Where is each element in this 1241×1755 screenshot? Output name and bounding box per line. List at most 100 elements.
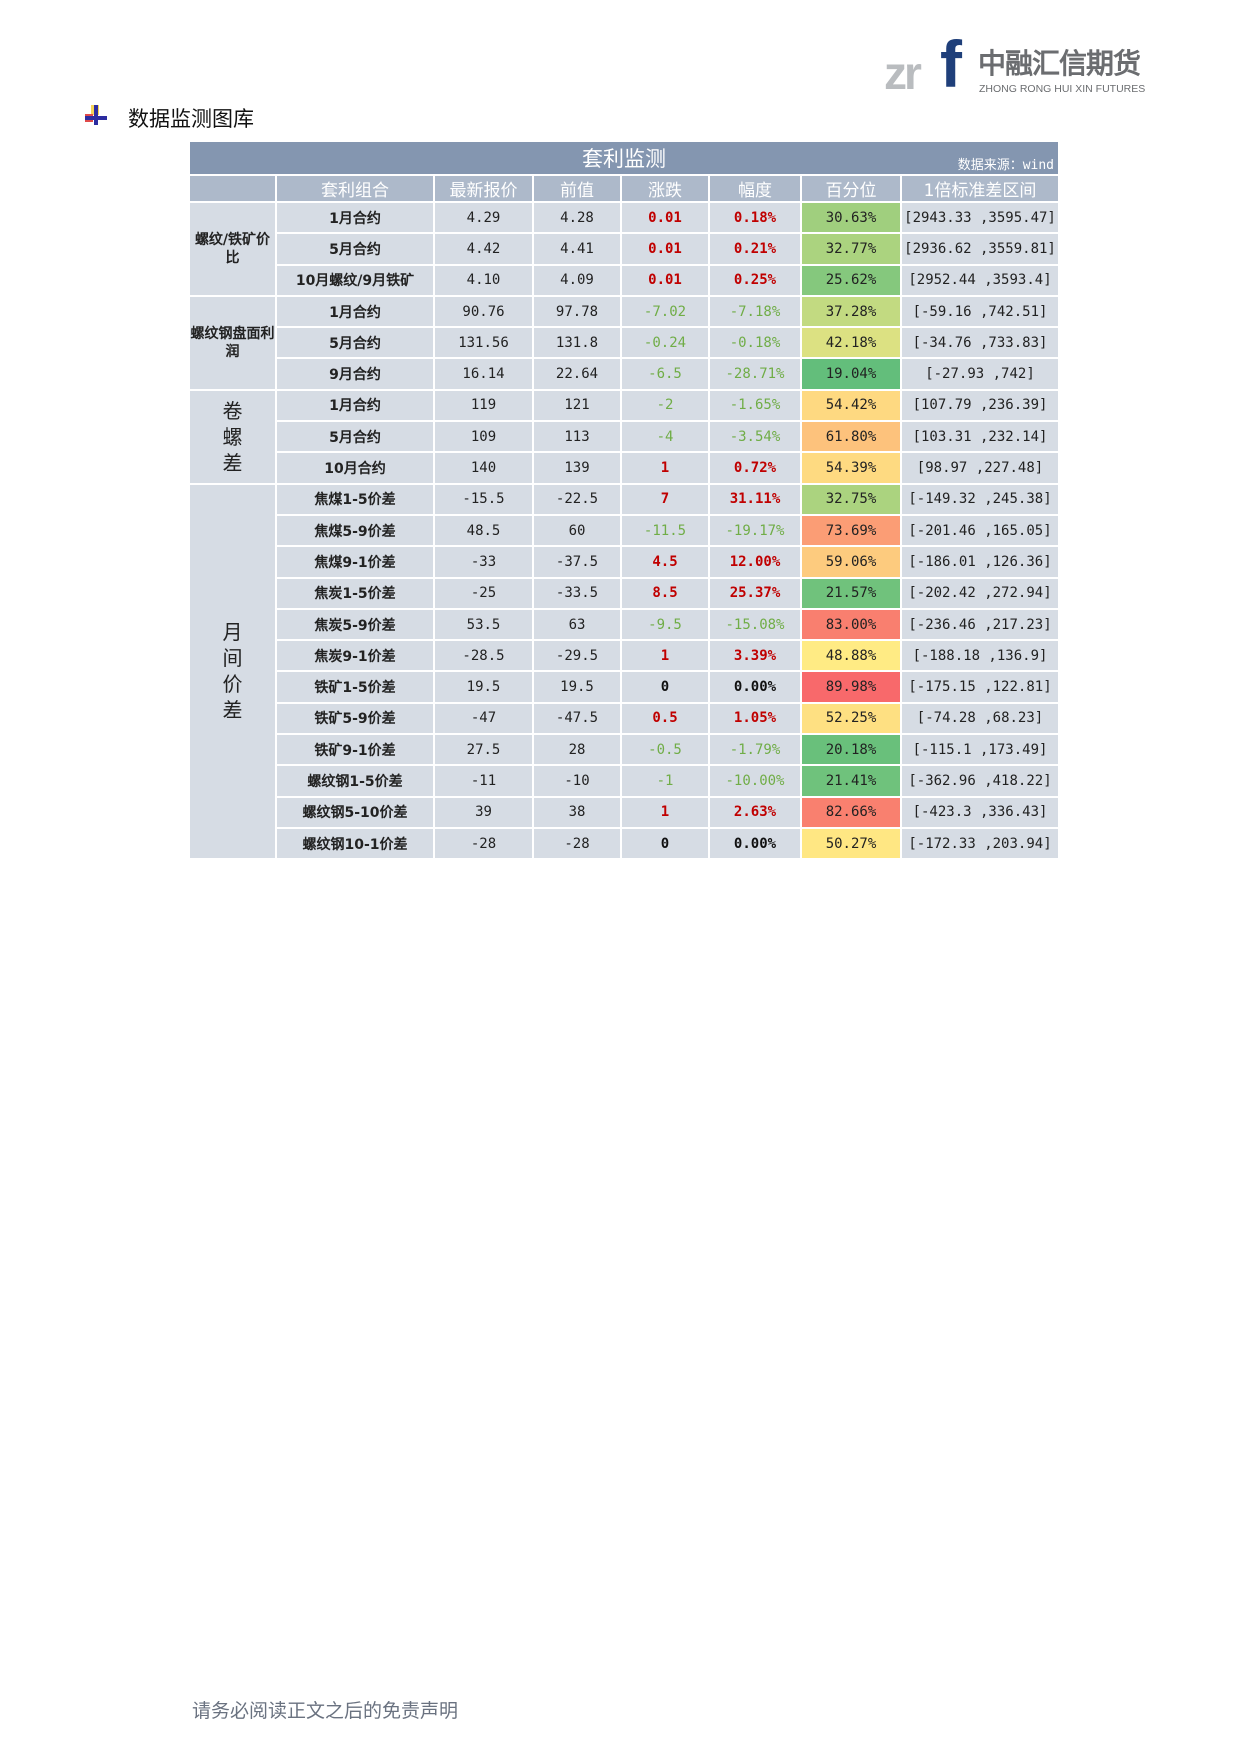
latest-price: 131.56	[433, 326, 534, 360]
std-range: [-175.15 ,122.81]	[900, 670, 1060, 704]
combo-name: 9月合约	[275, 357, 435, 391]
change-value: 0.01	[620, 232, 710, 266]
combo-name: 铁矿5-9价差	[275, 701, 435, 736]
change-percent: 3.39%	[708, 639, 802, 673]
table-row: 铁矿5-9价差 -47 -47.5 0.5 1.05% 52.25% [-74.28 ,68…	[189, 701, 1060, 736]
previous-value: 19.5	[532, 670, 622, 704]
group-label: 月间价差	[222, 620, 243, 723]
combo-name: 10月合约	[275, 451, 435, 485]
latest-price: 4.42	[433, 232, 534, 266]
group-label: 螺纹/铁矿价比	[194, 231, 271, 266]
change-percent: 0.00%	[708, 670, 802, 704]
previous-value: 121	[532, 388, 622, 423]
std-range: [-74.28 ,68.23]	[900, 701, 1060, 736]
header-change: 涨跌	[620, 174, 710, 203]
change-percent: -19.17%	[708, 513, 802, 548]
percentile-cell: 20.18%	[800, 733, 902, 767]
change-value: 0	[620, 670, 710, 704]
table-header-row: 套利组合 最新报价 前值 涨跌 幅度 百分位 1倍标准差区间	[188, 174, 1060, 203]
latest-price: -28.5	[433, 639, 534, 673]
header-latest: 最新报价	[433, 174, 534, 203]
previous-value: 60	[532, 513, 622, 548]
header-prev: 前值	[532, 174, 622, 203]
percentile-cell: 82.66%	[800, 795, 902, 829]
change-value: 0.01	[620, 263, 710, 297]
change-percent: 1.05%	[708, 701, 802, 736]
latest-price: 19.5	[433, 670, 534, 704]
combo-name: 5月合约	[275, 420, 435, 454]
change-percent: -1.65%	[708, 388, 802, 423]
company-logo: zr f 中融汇信期货 ZHONG RONG HUI XIN FUTURES	[880, 27, 1170, 101]
combo-name: 焦炭9-1价差	[275, 639, 435, 673]
header-range: 1倍标准差区间	[900, 174, 1060, 203]
change-value: -2	[620, 388, 710, 423]
percentile-cell: 25.62%	[800, 263, 902, 297]
latest-price: -15.5	[433, 482, 534, 516]
std-range: [103.31 ,232.14]	[900, 420, 1060, 454]
latest-price: 140	[433, 451, 534, 485]
combo-name: 焦煤5-9价差	[275, 513, 435, 548]
percentile-cell: 59.06%	[800, 545, 902, 579]
table-row: 焦炭5-9价差 53.5 63 -9.5 -15.08% 83.00% [-236.46 ,…	[189, 607, 1060, 642]
group-cell: 螺纹/铁矿价比	[188, 201, 277, 297]
percentile-cell: 61.80%	[800, 420, 902, 454]
combo-name: 螺纹钢1-5价差	[275, 764, 435, 798]
percentile-cell: 21.41%	[800, 764, 902, 798]
change-percent: 0.00%	[708, 826, 802, 861]
change-percent: 2.63%	[708, 795, 802, 829]
percentile-cell: 42.18%	[800, 326, 902, 360]
percentile-cell: 50.27%	[800, 826, 902, 861]
table-row: 10月螺纹/9月铁矿 4.10 4.09 0.01 0.25% 25.62% [2952.4…	[189, 263, 1060, 297]
latest-price: 16.14	[433, 357, 534, 391]
std-range: [-172.33 ,203.94]	[900, 826, 1060, 861]
change-value: 1	[620, 639, 710, 673]
group-cell: 螺纹钢盘面利润	[188, 294, 277, 391]
logo-en-text: ZHONG RONG HUI XIN FUTURES	[979, 83, 1146, 95]
percentile-cell: 21.57%	[800, 576, 902, 610]
latest-price: 109	[433, 420, 534, 454]
change-value: -0.5	[620, 733, 710, 767]
percentile-cell: 32.75%	[800, 482, 902, 516]
combo-name: 1月合约	[275, 294, 435, 329]
std-range: [107.79 ,236.39]	[900, 388, 1060, 423]
change-value: 8.5	[620, 576, 710, 610]
header-combo: 套利组合	[275, 174, 435, 203]
change-value: -7.02	[620, 294, 710, 329]
table-row: 焦炭1-5价差 -25 -33.5 8.5 25.37% 21.57% [-202.42 ,…	[189, 576, 1060, 610]
header-pct: 幅度	[708, 174, 802, 203]
std-range: [98.97 ,227.48]	[900, 451, 1060, 485]
latest-price: 4.10	[433, 263, 534, 297]
percentile-cell: 52.25%	[800, 701, 902, 736]
std-range: [-59.16 ,742.51]	[900, 294, 1060, 329]
data-source: 数据来源：wind	[957, 158, 1054, 173]
change-value: 0.5	[620, 701, 710, 736]
previous-value: 4.28	[532, 200, 622, 235]
combo-name: 铁矿9-1价差	[275, 733, 435, 767]
percentile-cell: 37.28%	[800, 294, 902, 329]
combo-name: 焦煤1-5价差	[275, 482, 435, 516]
std-range: [-149.32 ,245.38]	[900, 482, 1060, 516]
change-percent: 31.11%	[708, 482, 802, 516]
change-percent: -3.54%	[708, 420, 802, 454]
table-row: 5月合约 4.42 4.41 0.01 0.21% 32.77% [2936.62 ,355…	[189, 232, 1060, 266]
std-range: [2936.62 ,3559.81]	[900, 232, 1060, 266]
previous-value: -22.5	[532, 482, 622, 516]
previous-value: 28	[532, 733, 622, 767]
change-value: -6.5	[620, 357, 710, 391]
percentile-cell: 30.63%	[800, 200, 902, 235]
percentile-cell: 83.00%	[800, 607, 902, 642]
latest-price: 39	[433, 795, 534, 829]
table-row: 卷螺差 1月合约 119 121 -2 -1.65% 54.42% [107.79 ,236.…	[188, 388, 1060, 485]
percentile-cell: 89.98%	[800, 670, 902, 704]
change-value: -9.5	[620, 607, 710, 642]
change-percent: 12.00%	[708, 545, 802, 579]
combo-name: 铁矿1-5价差	[275, 670, 435, 704]
disclaimer: 请务必阅读正文之后的免责声明	[192, 1700, 459, 1722]
table-row: 焦煤5-9价差 48.5 60 -11.5 -19.17% 73.69% [-201.46 …	[189, 513, 1060, 548]
logo-mark-f: f	[940, 27, 962, 101]
combo-name: 1月合约	[275, 200, 435, 235]
std-range: [-362.96 ,418.22]	[900, 764, 1060, 798]
table-row: 月间价差 焦煤1-5价差 -15.5 -22.5 7 31.11% 32.75% [-149.…	[188, 482, 1060, 861]
latest-price: 90.76	[433, 294, 534, 329]
previous-value: 97.78	[532, 294, 622, 329]
